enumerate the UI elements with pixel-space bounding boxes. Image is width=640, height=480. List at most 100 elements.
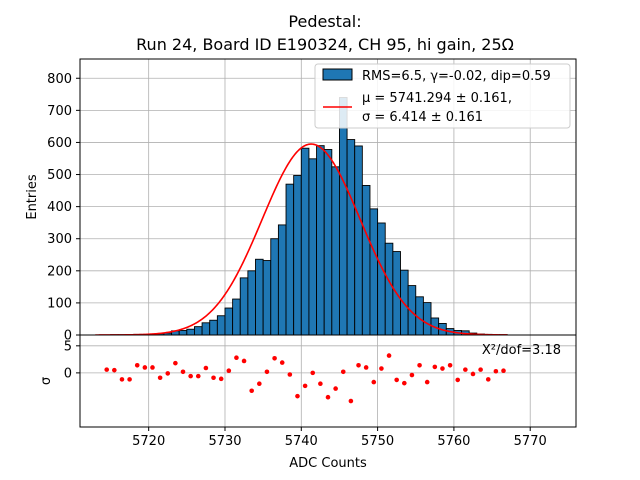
residual-point <box>447 363 453 368</box>
residual-point <box>463 367 468 372</box>
main-y-tick-label: 100 <box>47 296 72 311</box>
legend-fit-mu: μ = 5741.294 ± 0.161, <box>362 91 512 106</box>
legend-fit-sigma: σ = 6.414 ± 0.161 <box>362 110 483 125</box>
residual-point <box>485 377 491 382</box>
histogram-bar <box>377 222 386 336</box>
histogram-bar <box>232 298 241 336</box>
residual-point <box>142 365 148 370</box>
residual-point <box>119 377 125 382</box>
x-axis-ticks: 5720 5730 5740 5750 5760 5770 <box>132 427 547 449</box>
residual-point <box>272 355 277 361</box>
residual-point <box>211 375 216 381</box>
residual-point <box>310 370 316 376</box>
histogram-bar <box>323 149 333 336</box>
residual-point <box>386 353 392 358</box>
histogram-bar <box>346 139 356 336</box>
residual-point <box>424 379 430 385</box>
residual-plot-frame <box>79 334 577 428</box>
histogram-bar <box>293 175 302 336</box>
residual-point <box>356 363 361 368</box>
residual-point <box>127 377 132 382</box>
histogram-bar <box>369 208 379 336</box>
histogram-bar <box>216 315 226 336</box>
main-y-tick-label: 700 <box>47 104 72 119</box>
residual-point <box>340 369 346 375</box>
histogram-bar <box>361 184 371 336</box>
residual-point <box>218 376 224 382</box>
residual-point <box>394 377 399 383</box>
residual-point <box>295 393 300 399</box>
residual-point <box>257 381 262 387</box>
legend-box <box>314 63 571 129</box>
residual-point <box>363 365 369 370</box>
histogram-bar <box>209 319 218 336</box>
residual-points <box>104 353 506 404</box>
residual-point <box>264 369 270 375</box>
title-line-1: Pedestal: <box>288 12 361 31</box>
residual-point <box>165 371 171 376</box>
residual-point <box>440 366 445 371</box>
histogram-bar <box>354 145 363 336</box>
histogram-bar <box>308 158 318 336</box>
y-axis-label: Entries <box>25 174 40 220</box>
histogram-bar <box>270 238 279 336</box>
legend: RMS=6.5, γ=-0.02, dip=0.59 μ = 5741.294 … <box>314 63 571 129</box>
x-axis-label: ADC Counts <box>289 456 367 471</box>
residual-y-tick-label: 0 <box>64 366 72 381</box>
residual-point <box>470 371 476 377</box>
residual-point <box>455 377 461 383</box>
histogram-bar <box>331 166 340 336</box>
residual-point <box>302 383 308 389</box>
residual-point <box>279 360 285 365</box>
x-tick-label: 5770 <box>514 434 547 449</box>
main-y-tick-label: 600 <box>47 136 72 151</box>
histogram-bar <box>247 270 256 336</box>
residual-point <box>203 365 209 371</box>
residual-point <box>150 365 155 370</box>
x-tick-label: 5720 <box>132 434 165 449</box>
legend-histogram-label: RMS=6.5, γ=-0.02, dip=0.59 <box>362 69 551 84</box>
main-y-axis-ticks: 0 100 200 300 400 500 600 700 800 <box>47 72 80 344</box>
residual-point <box>493 368 499 374</box>
residual-point <box>234 355 239 361</box>
residual-point <box>371 379 377 385</box>
residual-point <box>134 363 140 368</box>
histogram-bar <box>186 328 195 336</box>
legend-histogram-swatch <box>322 68 353 81</box>
histogram-bar <box>239 277 249 336</box>
title-line-2: Run 24, Board ID E190324, CH 95, hi gain… <box>136 35 514 54</box>
residual-y-axis-ticks: 05 <box>64 339 80 381</box>
residual-point <box>501 368 506 374</box>
histogram-bar <box>194 326 203 336</box>
main-y-tick-label: 200 <box>47 264 72 279</box>
histogram-bar <box>201 322 211 336</box>
residual-point <box>188 373 193 379</box>
histogram-bar <box>300 147 310 336</box>
x-tick-label: 5760 <box>437 434 470 449</box>
residual-point <box>241 358 247 364</box>
residual-panel: 05 5720 5730 5740 5750 5760 5770 X²/dof=3.18 … <box>39 334 577 471</box>
histogram-bar <box>255 258 264 336</box>
residual-point <box>379 366 384 371</box>
histogram-bar <box>316 145 325 336</box>
residual-point <box>409 372 415 378</box>
histogram-bar <box>422 302 432 336</box>
residual-gridlines <box>80 335 576 427</box>
histogram-bar <box>338 97 348 336</box>
residual-point <box>226 368 232 374</box>
x-tick-label: 5750 <box>361 434 394 449</box>
residual-point <box>287 372 293 377</box>
residual-point <box>348 398 354 404</box>
main-y-tick-label: 500 <box>47 168 72 183</box>
residual-point <box>432 364 438 370</box>
main-y-tick-label: 400 <box>47 200 72 215</box>
residual-point <box>417 363 422 368</box>
main-y-tick-label: 300 <box>47 232 72 247</box>
residual-point <box>318 381 323 387</box>
x-tick-label: 5730 <box>208 434 241 449</box>
gaussian-fit-curve <box>95 143 508 336</box>
histogram-bar <box>277 224 287 336</box>
residual-point <box>478 367 483 372</box>
main-y-tick-label: 800 <box>47 72 72 87</box>
